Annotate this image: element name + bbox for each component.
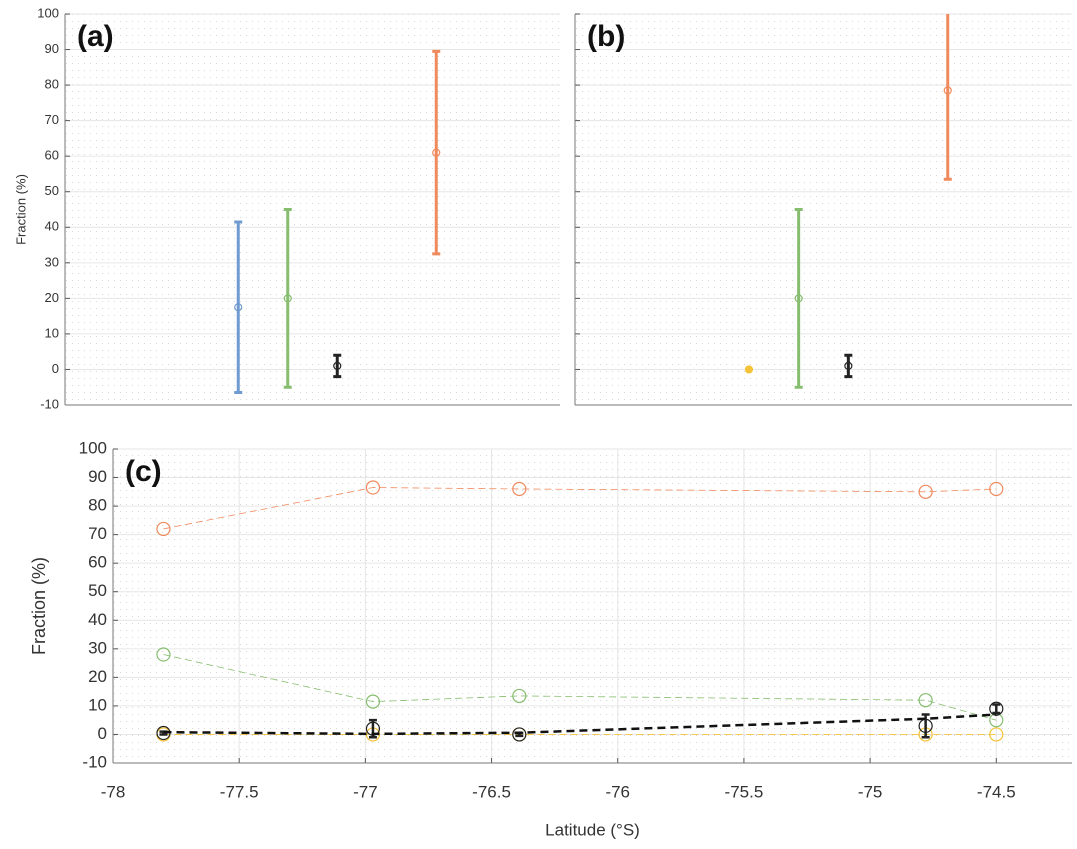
marker xyxy=(918,484,933,499)
error-bar xyxy=(921,713,930,739)
y-tick-label: 70 xyxy=(88,524,107,543)
x-tick-label: -76 xyxy=(605,782,630,801)
error-bar xyxy=(333,353,342,379)
y-tick-label: 90 xyxy=(45,41,59,56)
y-tick-label: 80 xyxy=(45,77,59,92)
marker xyxy=(918,693,933,708)
y-tick-label: 30 xyxy=(88,638,107,657)
y-tick-label: 40 xyxy=(88,610,107,629)
y-axis-label: Fraction (%) xyxy=(29,557,49,655)
y-tick-label: 70 xyxy=(45,112,59,127)
y-tick-label: 50 xyxy=(88,581,107,600)
marker xyxy=(365,694,381,709)
minor-grid xyxy=(113,449,1072,763)
x-tick-label: -77 xyxy=(353,782,378,801)
error-bar xyxy=(844,353,853,379)
x-tick-label: -76.5 xyxy=(472,782,511,801)
y-tick-label: 100 xyxy=(79,438,107,457)
y-tick-label: 90 xyxy=(88,467,107,486)
y-tick-label: 0 xyxy=(98,724,107,743)
marker xyxy=(432,148,441,157)
marker xyxy=(989,727,1004,742)
error-bar xyxy=(943,14,952,181)
marker xyxy=(794,294,803,303)
error-bar xyxy=(794,208,803,389)
y-tick-label: 60 xyxy=(45,148,59,163)
marker xyxy=(283,294,292,303)
marker xyxy=(943,86,952,95)
y-tick-label: 10 xyxy=(45,325,59,340)
minor-grid xyxy=(65,14,560,405)
marker xyxy=(744,365,754,374)
plot-area xyxy=(744,14,952,389)
y-tick-label: 80 xyxy=(88,496,107,515)
trend-line xyxy=(163,713,997,736)
y-axis-label: Fraction (%) xyxy=(13,174,28,245)
y-tick-label: 20 xyxy=(88,667,107,686)
panel-label: (a) xyxy=(77,20,114,53)
x-tick-label: -75.5 xyxy=(725,782,764,801)
marker xyxy=(365,480,381,495)
y-tick-label: 20 xyxy=(45,290,59,305)
x-tick-label: -75 xyxy=(858,782,883,801)
x-tick-label: -78 xyxy=(101,782,126,801)
y-tick-label: 10 xyxy=(88,695,107,714)
marker xyxy=(989,481,1004,497)
panel-label: (b) xyxy=(587,20,625,53)
marker xyxy=(512,688,527,704)
minor-grid xyxy=(575,14,1072,405)
error-bar xyxy=(992,703,1001,715)
marker xyxy=(365,721,381,736)
y-tick-label: -10 xyxy=(82,752,107,771)
panel-label: (c) xyxy=(125,455,162,488)
y-tick-label: 30 xyxy=(45,254,59,269)
marker xyxy=(512,481,527,497)
y-tick-label: 40 xyxy=(45,219,59,234)
error-bar xyxy=(283,208,292,389)
y-tick-label: 60 xyxy=(88,553,107,572)
error-bar xyxy=(234,220,243,395)
y-tick-label: -10 xyxy=(40,396,59,411)
y-tick-label: 0 xyxy=(52,361,59,376)
error-bar xyxy=(432,49,441,256)
trend-line xyxy=(163,654,997,721)
marker xyxy=(333,361,342,370)
marker xyxy=(512,727,527,742)
marker xyxy=(918,718,933,733)
plot-area xyxy=(234,49,441,395)
x-tick-label: -74.5 xyxy=(977,782,1016,801)
x-tick-label: -77.5 xyxy=(220,782,259,801)
plot-area xyxy=(156,480,1004,742)
marker xyxy=(234,303,243,312)
x-axis-label: Latitude (°S) xyxy=(545,820,640,839)
marker xyxy=(844,361,853,370)
marker xyxy=(156,521,171,537)
marker xyxy=(156,647,171,662)
y-tick-label: 50 xyxy=(45,183,59,198)
y-tick-label: 100 xyxy=(37,5,59,20)
